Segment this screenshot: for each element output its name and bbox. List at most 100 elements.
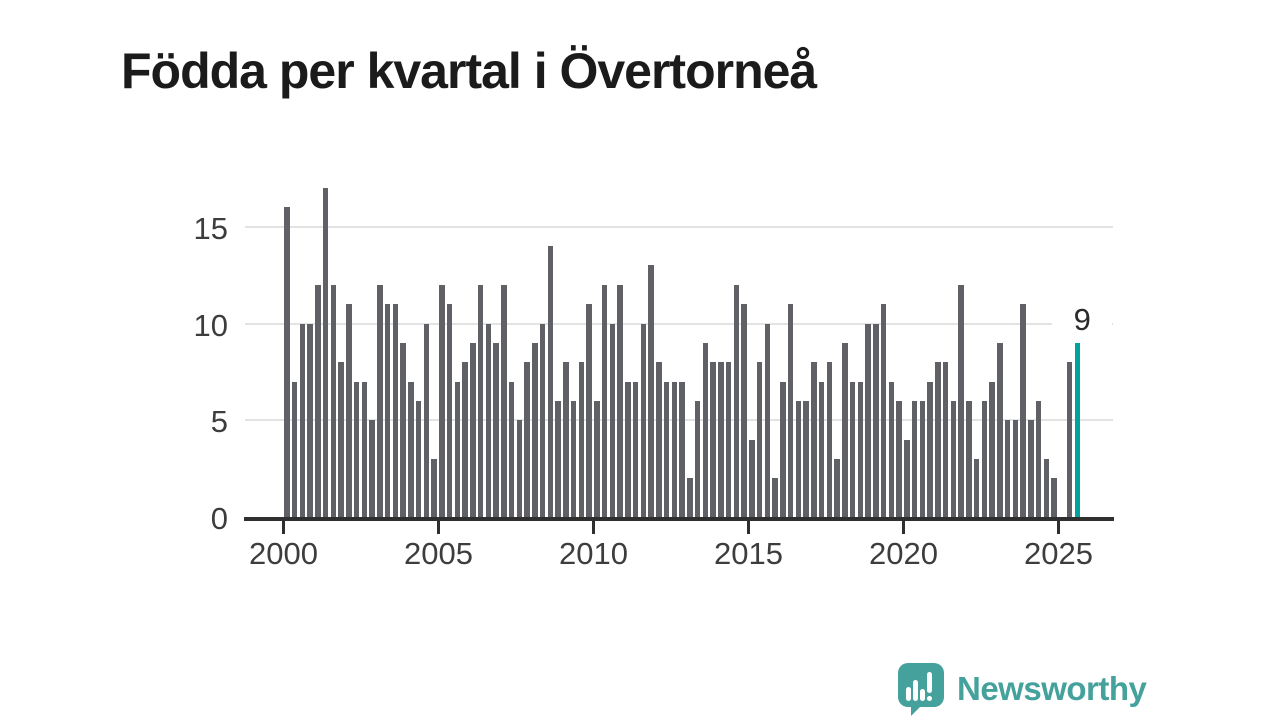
gridline-y-10 bbox=[245, 322, 1113, 325]
bar bbox=[803, 400, 809, 517]
bar bbox=[966, 400, 972, 517]
x-axis-label-2010: 2010 bbox=[559, 536, 628, 571]
bar bbox=[981, 400, 987, 517]
x-axis-label-2005: 2005 bbox=[404, 536, 473, 571]
bar bbox=[470, 342, 476, 517]
bar bbox=[384, 304, 391, 517]
newsworthy-logo-text: Newsworthy bbox=[957, 670, 1147, 707]
bar bbox=[904, 439, 910, 517]
bar bbox=[648, 265, 654, 517]
highlight-value-label: 9 bbox=[1052, 303, 1113, 335]
bar bbox=[997, 342, 1003, 517]
bar bbox=[663, 381, 670, 517]
bar bbox=[431, 458, 437, 517]
bar bbox=[315, 284, 321, 517]
gridline-y-5 bbox=[245, 419, 1113, 422]
bar bbox=[570, 400, 577, 517]
newsworthy-branding: Newsworthy bbox=[897, 662, 1147, 716]
bar bbox=[446, 304, 453, 517]
bar bbox=[1028, 420, 1034, 517]
bar bbox=[524, 362, 530, 517]
bar bbox=[586, 304, 592, 517]
bar bbox=[307, 323, 313, 517]
bar bbox=[849, 381, 856, 517]
x-axis-label-2000: 2000 bbox=[249, 536, 318, 571]
gridline-y-15 bbox=[245, 225, 1113, 228]
bar bbox=[508, 381, 515, 517]
bar bbox=[764, 323, 770, 517]
bar bbox=[516, 420, 522, 517]
bar bbox=[299, 323, 305, 517]
bar bbox=[361, 381, 367, 517]
bar bbox=[617, 284, 623, 517]
x-axis-tick-2015 bbox=[747, 521, 750, 534]
bar bbox=[888, 381, 894, 517]
bar bbox=[501, 284, 507, 517]
highlighted-bar bbox=[1074, 342, 1080, 517]
bar bbox=[718, 362, 724, 517]
bar bbox=[369, 420, 375, 517]
x-axis-label-2025: 2025 bbox=[1024, 536, 1093, 571]
bar bbox=[477, 284, 484, 517]
bar bbox=[415, 400, 422, 517]
bar bbox=[284, 207, 290, 517]
newsworthy-speech-bubble-chart-icon bbox=[898, 663, 944, 716]
bar bbox=[462, 362, 468, 517]
x-axis-tick-2020 bbox=[902, 521, 905, 534]
bar bbox=[322, 188, 329, 517]
bar bbox=[454, 381, 460, 517]
bar bbox=[741, 304, 747, 517]
bar bbox=[865, 323, 871, 517]
x-axis-label-2015: 2015 bbox=[714, 536, 783, 571]
bar bbox=[772, 478, 778, 517]
bar bbox=[1051, 478, 1057, 517]
bar bbox=[578, 362, 584, 517]
bar bbox=[787, 304, 794, 517]
bar bbox=[625, 381, 631, 517]
bar bbox=[880, 304, 887, 517]
bar bbox=[609, 323, 615, 517]
bar bbox=[950, 400, 956, 517]
bar bbox=[439, 284, 445, 517]
bar bbox=[679, 381, 685, 517]
x-axis-tick-2005 bbox=[437, 521, 440, 534]
x-axis-label-2020: 2020 bbox=[869, 536, 938, 571]
bar bbox=[346, 304, 352, 517]
bar bbox=[408, 381, 414, 517]
bar bbox=[989, 381, 995, 517]
bar bbox=[485, 323, 491, 517]
bar bbox=[919, 400, 925, 517]
bar bbox=[539, 323, 546, 517]
x-axis-tick-2000 bbox=[282, 521, 285, 534]
y-axis-label-10: 10 bbox=[193, 307, 228, 343]
bar bbox=[640, 323, 646, 517]
page-title: Födda per kvartal i Övertorneå bbox=[121, 42, 817, 99]
bar bbox=[601, 284, 608, 517]
bar bbox=[818, 381, 825, 517]
bar bbox=[749, 439, 755, 517]
bar bbox=[973, 458, 980, 517]
bar bbox=[958, 284, 964, 517]
bar bbox=[756, 362, 763, 517]
bar bbox=[911, 400, 918, 517]
y-axis-label-0: 0 bbox=[210, 501, 228, 536]
bar bbox=[555, 400, 561, 517]
bar bbox=[942, 362, 949, 517]
bar bbox=[656, 362, 662, 517]
bar bbox=[353, 381, 360, 517]
y-axis-label-5: 5 bbox=[210, 404, 228, 440]
bar bbox=[291, 381, 298, 517]
bar bbox=[1035, 400, 1042, 517]
bar bbox=[795, 400, 801, 517]
bar bbox=[1020, 304, 1026, 517]
bar bbox=[702, 342, 708, 517]
bar bbox=[896, 400, 902, 517]
bar bbox=[377, 284, 383, 517]
bar bbox=[857, 381, 863, 517]
x-axis-tick-2010 bbox=[592, 521, 595, 534]
bar bbox=[725, 362, 732, 517]
bar bbox=[1043, 458, 1049, 517]
bar bbox=[330, 284, 336, 517]
bar bbox=[594, 400, 600, 517]
